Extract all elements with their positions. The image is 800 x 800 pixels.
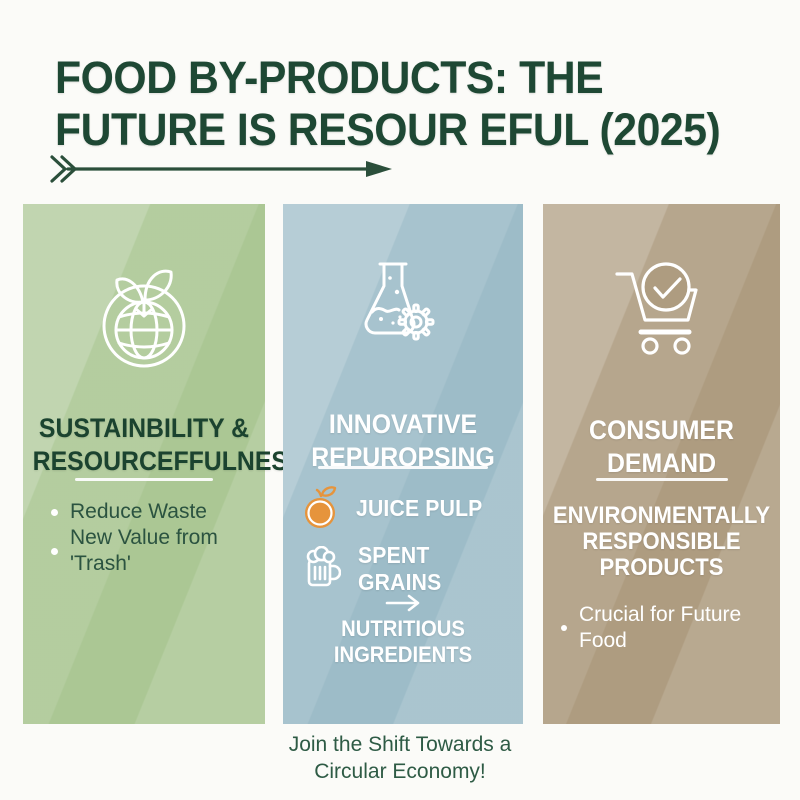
result-line2: INGREDIENTS (333, 641, 473, 667)
divider (318, 466, 488, 469)
footer-tagline: Join the Shift Towards a Circular Econom… (0, 731, 800, 786)
result-line1: NUTRITIOUS (341, 616, 465, 641)
page-title: FOOD BY-PRODUCTS: THE FUTURE IS RESOUR E… (55, 52, 758, 156)
divider (595, 478, 728, 481)
repurposing-title: INNOVATIVE REPUROPSING (293, 408, 514, 473)
consumer-title: CONSUMER DEMAND (552, 414, 770, 479)
repurposing-result: NUTRITIOUS INGREDIENTS (293, 616, 514, 668)
sustainability-title: SUSTAINBILITY & RESOURCEFFULNESS (32, 412, 305, 477)
bullet-item: Crucial for Future Food (561, 602, 774, 654)
item-label: JUICE PULP (356, 494, 483, 521)
right-arrow-icon (384, 593, 422, 613)
bullet-text: New Value from 'Trash' (70, 526, 218, 575)
consumer-title-line1: CONSUMER (589, 415, 734, 446)
consumer-subtitle-line3: PRODUCTS (599, 554, 724, 582)
consumer-title-line2: DEMAND (606, 447, 717, 478)
item-label: SPENT GRAINS (358, 542, 442, 595)
panel-sustainability: SUSTAINBILITY & RESOURCEFFULNESS Reduce … (23, 204, 305, 724)
cart-check-icon (609, 258, 709, 356)
page-title-line1: FOOD BY-PRODUCTS: THE (55, 52, 604, 104)
bullet-dot (561, 625, 567, 631)
bullet-dot (51, 547, 58, 555)
sustainability-title-line2: RESOURCEFFULNESS (32, 445, 305, 476)
bullet-text: Reduce Waste (70, 500, 207, 523)
bullet-dot (51, 508, 58, 516)
sustainability-bullet-list: Reduce Waste New Value from 'Trash' (51, 499, 257, 577)
page-title-line2: FUTURE IS RESOUR EFUL (2025) (55, 104, 721, 156)
consumer-subtitle: ENVIRONMENTALLY RESPONSIBLE PRODUCTS (552, 502, 771, 582)
bullet-text: Crucial for Future Food (579, 603, 742, 652)
beer-mug-icon (303, 546, 341, 592)
header-arrow-icon (48, 152, 393, 186)
repurposing-title-line1: INNOVATIVE (328, 409, 478, 440)
footer-tagline-line1: Join the Shift Towards a (288, 733, 512, 756)
globe-leaf-icon (94, 258, 194, 370)
orange-icon (303, 485, 339, 531)
divider (75, 478, 213, 481)
sustainability-title-line1: SUSTAINBILITY & (38, 413, 250, 444)
item-row-juice-pulp: JUICE PULP (303, 485, 517, 531)
panel-repurposing: INNOVATIVE REPUROPSING JUICE PULP (283, 204, 523, 724)
item-row-spent-grains: SPENT GRAINS (303, 542, 517, 596)
panel-consumer-demand: CONSUMER DEMAND ENVIRONMENTALLY RESPONSI… (543, 204, 780, 724)
footer-tagline-line2: Circular Economy! (314, 760, 486, 784)
consumer-subtitle-line2: RESPONSIBLE (582, 528, 741, 556)
flask-gear-icon (344, 256, 442, 352)
bullet-item: New Value from 'Trash' (51, 525, 257, 577)
consumer-bullet-list: Crucial for Future Food (561, 602, 774, 654)
consumer-subtitle-line1: ENVIRONMENTALLY (552, 502, 771, 529)
bullet-item: Reduce Waste (51, 499, 257, 525)
